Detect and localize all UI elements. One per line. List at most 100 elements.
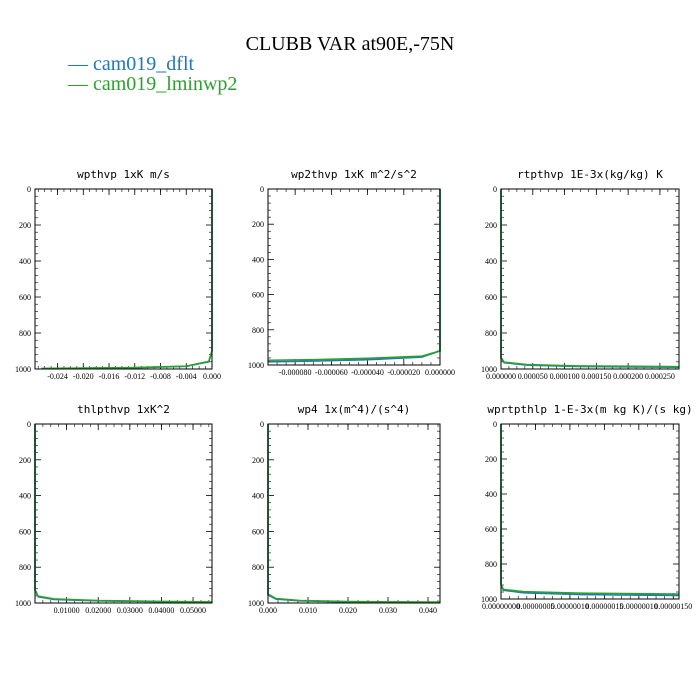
x-tick-label: 0.00000000 [482,602,520,611]
panel-4: thlpthvp 1xK^2 0 200 400 600 800 1000 0.01000 0.… [15,403,213,615]
series-line-dflt [34,424,213,604]
y-tick-label: 1000 [248,599,264,608]
legend-label-dflt: cam019_dflt [93,53,195,75]
plot-frame [34,423,213,604]
x-tick-label: 0.010 [299,606,317,615]
y-tick-label: 800 [485,329,497,338]
y-tick-label: 600 [485,525,497,534]
y-tick-label: 400 [485,490,497,499]
legend-entry-dflt: — cam019_dflt [67,53,195,75]
x-tick-label: 0.000150 [581,372,611,381]
panels: wpthvp 1xK m/s 0 200 400 600 800 1000 -0.024 -0.… [15,168,693,615]
x-tick-label: -0.000060 [315,368,348,377]
x-tick-label: 0.000000 [486,372,516,381]
y-tick-label: 600 [252,291,264,300]
legend-entry-lminwp2: — cam019_lminwp2 [67,73,237,95]
x-tick-label: -0.004 [176,372,197,381]
x-tick-label: 0.040 [419,606,437,615]
x-tick-label: -0.024 [47,372,68,381]
y-tick-label: 400 [19,257,31,266]
x-tick-label: -0.016 [99,372,120,381]
x-tick-label: 0.000100 [550,372,580,381]
x-tick-label: 0.020 [339,606,357,615]
x-tick-label: -0.012 [124,372,145,381]
x-tick-label: 0.000000 [425,368,455,377]
x-tick-label: 0.000 [259,606,277,615]
series-line-dflt [267,424,441,604]
series-line-lminwp2 [500,189,680,368]
panel-2: wp2thvp 1xK m^2/s^2 0 200 400 600 800 1000 -0.0… [248,168,455,377]
x-tick-label: -0.008 [150,372,171,381]
y-tick-label: 0 [27,185,31,194]
x-tick-label: 0.00000010 [551,602,589,611]
x-tick-label: 0.030 [379,606,397,615]
y-tick-label: 0 [260,185,264,194]
y-tick-label: 200 [485,455,497,464]
series-line-dflt [267,189,441,363]
y-tick-label: 400 [252,492,264,501]
x-tick-label: -0.000040 [351,368,384,377]
x-tick-label: 0.00000005 [516,602,554,611]
series-line-lminwp2 [34,424,213,603]
series-line-dflt [41,189,213,370]
y-tick-label: 1000 [15,365,31,374]
y-tick-label: 1000 [15,599,31,608]
y-tick-label: 800 [252,563,264,572]
x-tick-label: 0.000 [203,372,221,381]
panel-title: rtpthvp 1E-3x(kg/kg) K [517,168,663,181]
series-line-lminwp2 [41,189,213,370]
y-tick-label: 0 [493,185,497,194]
y-tick-label: 1000 [248,361,264,370]
series-line-dflt [500,189,680,368]
panel-6: wprtpthlp 1-E-3x(m kg K)/(s kg) 0 200 400 60… [481,403,693,611]
panel-title: wp2thvp 1xK m^2/s^2 [291,168,417,181]
y-tick-label: 800 [485,560,497,569]
y-tick-label: 200 [252,456,264,465]
plot-frame [34,188,213,370]
panel-1: wpthvp 1xK m/s 0 200 400 600 800 1000 -0.024 -0.… [15,168,221,381]
panel-3: rtpthvp 1E-3x(kg/kg) K020040060080010000… [481,168,680,381]
x-tick-label: 0.00000015 [585,602,623,611]
x-tick-label: 0.00000010 [620,602,658,611]
panel-title: thlpthvp 1xK^2 [77,403,170,416]
y-tick-label: 800 [19,563,31,572]
x-tick-label: -0.000020 [387,368,420,377]
y-tick-label: 600 [19,293,31,302]
y-tick-label: 1000 [481,595,497,604]
x-tick-label: 0.000250 [645,372,675,381]
y-tick-label: 0 [27,420,31,429]
y-tick-label: 200 [19,221,31,230]
legend-label-lminwp2: cam019_lminwp2 [93,73,237,95]
x-tick-label: 0.000050 [518,372,548,381]
y-tick-label: 600 [19,527,31,536]
plot-frame [267,188,441,366]
legend: — cam019_dflt — cam019_lminwp2 [67,53,237,95]
x-tick-label: 0.03000 [117,606,143,615]
x-tick-label: -0.000080 [279,368,312,377]
x-tick-label: 0.000200 [613,372,643,381]
figure-title: CLUBB VAR at90E,-75N [246,33,455,55]
y-tick-label: 600 [252,527,264,536]
series-line-lminwp2 [267,189,441,362]
series-line-dflt [500,424,680,597]
y-tick-label: 800 [19,329,31,338]
y-tick-label: 400 [19,492,31,501]
y-tick-label: 200 [252,220,264,229]
x-tick-label: 0.04000 [148,606,174,615]
series-line-lminwp2 [500,424,680,595]
y-tick-label: 0 [260,420,264,429]
x-tick-label: 0.00000150 [654,602,692,611]
y-tick-label: 800 [252,326,264,335]
y-tick-label: 200 [485,221,497,230]
y-tick-label: 0 [493,420,497,429]
x-tick-label: -0.020 [73,372,94,381]
panel-title: wprtpthlp 1-E-3x(m kg K)/(s kg) [487,403,692,416]
y-tick-label: 600 [485,293,497,302]
x-tick-label: 0.02000 [85,606,111,615]
plot-frame [500,188,680,370]
y-tick-label: 200 [19,456,31,465]
x-tick-label: 0.01000 [54,606,80,615]
plot-frame [267,423,441,604]
